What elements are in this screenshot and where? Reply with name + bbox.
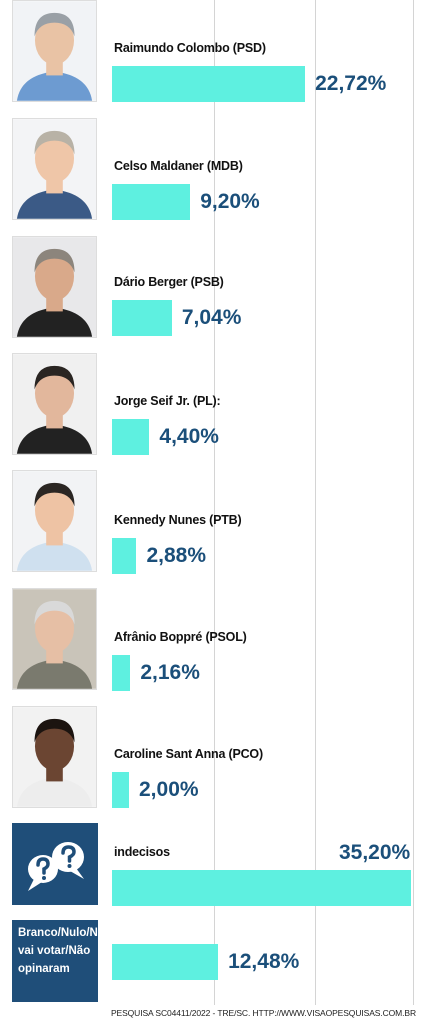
candidate-photo [12,470,97,572]
category-label: Dário Berger (PSB) [114,275,224,289]
candidate-photo [12,706,97,808]
value-label: 2,16% [140,661,200,684]
value-label: 35,20% [338,841,411,864]
value-label: 12,48% [228,950,300,973]
candidate-photo [12,118,97,220]
bar [112,870,412,906]
category-label: Caroline Sant Anna (PCO) [114,747,263,761]
value-label: 7,04% [181,306,242,329]
divider-line [413,0,414,1005]
question-icon [12,823,98,905]
category-label: Raimundo Colombo (PSD) [114,41,266,55]
category-label: Afrânio Boppré (PSOL) [114,630,247,644]
bar [112,944,219,980]
divider-line [315,0,316,1005]
bar [112,66,306,102]
value-label: 2,88% [146,544,207,567]
bar [112,655,131,691]
bar [112,419,150,455]
value-label: 2,00% [139,778,199,801]
value-label: 9,20% [200,190,260,213]
candidate-photo [12,236,97,338]
category-label: Branco/Nulo/Não vai votar/Não opinaram [12,920,111,1002]
bar [112,184,191,220]
bar [112,772,129,808]
candidate-photo [12,588,97,690]
candidate-photo [12,0,97,102]
category-label: Jorge Seif Jr. (PL): [114,394,221,408]
bar [112,538,137,574]
bar [112,300,172,336]
candidate-photo [12,353,97,455]
divider-line [214,0,215,1005]
source-note: PESQUISA SC04411/2022 - TRE/SC. HTTP://W… [110,1008,416,1018]
category-label: Celso Maldaner (MDB) [114,159,243,173]
value-label: 22,72% [315,72,387,95]
category-label: indecisos [114,845,170,859]
value-label: 4,40% [159,425,219,448]
category-label: Kennedy Nunes (PTB) [114,513,242,527]
